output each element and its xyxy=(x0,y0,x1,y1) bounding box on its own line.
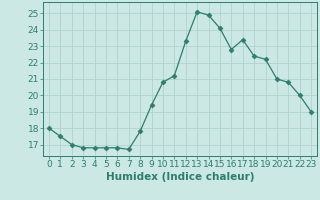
X-axis label: Humidex (Indice chaleur): Humidex (Indice chaleur) xyxy=(106,172,254,182)
